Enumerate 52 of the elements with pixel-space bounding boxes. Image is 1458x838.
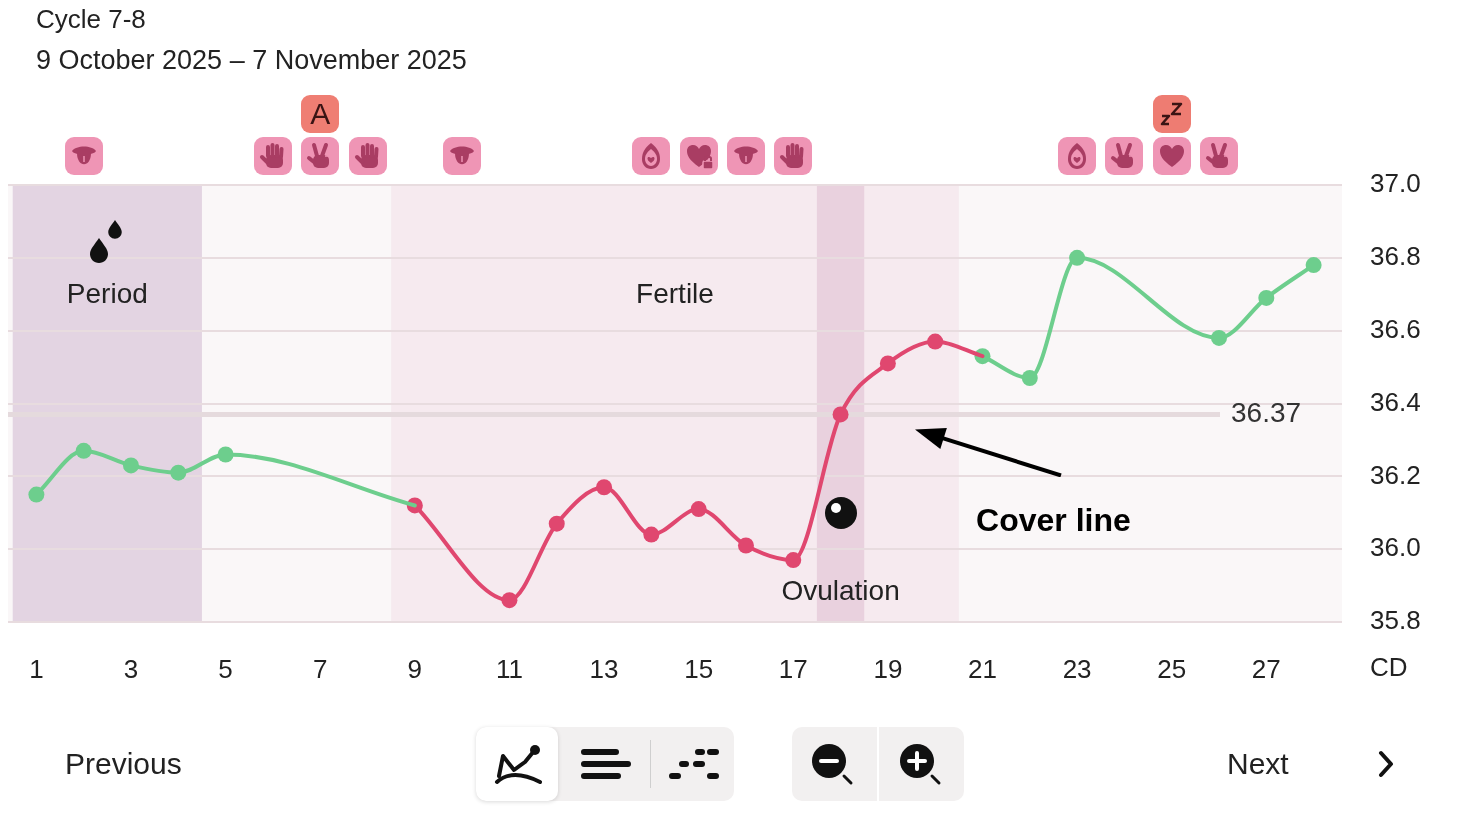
y-tick-label: 35.8 [1370, 605, 1421, 636]
point [1211, 329, 1228, 346]
point [1021, 370, 1038, 387]
x-tick-label: 3 [123, 653, 139, 684]
point [643, 526, 660, 543]
text: A [301, 95, 340, 133]
x-tick-label: 23 [1062, 653, 1092, 684]
y-tick-label: 36.0 [1370, 532, 1421, 563]
y-tick-label: 36.6 [1370, 313, 1421, 344]
point [501, 592, 518, 609]
x-tick-label: 15 [684, 653, 714, 684]
y-tick-label: 37.0 [1370, 168, 1421, 199]
point [737, 537, 754, 554]
point [785, 552, 802, 569]
text: Previous [65, 746, 182, 782]
point [217, 446, 234, 463]
point [548, 515, 565, 532]
x-tick-label: 13 [589, 653, 619, 684]
x-tick-label: 17 [778, 653, 808, 684]
x-tick-label: 19 [873, 653, 903, 684]
x-tick-label: 21 [968, 653, 997, 684]
point [879, 355, 896, 372]
x-tick-label: 7 [312, 653, 328, 684]
point [170, 464, 187, 481]
x-tick-label: 25 [1157, 653, 1187, 684]
point [75, 442, 92, 459]
point [1305, 257, 1322, 274]
band-label: Ovulation [781, 574, 900, 606]
point [690, 501, 707, 518]
y-tick-label: 36.2 [1370, 459, 1421, 490]
chart-title: Cycle 7-8 [36, 4, 146, 34]
point [122, 457, 139, 474]
band-label: Fertile [636, 277, 714, 309]
band-label: Period [66, 277, 148, 309]
point [927, 333, 944, 350]
point [596, 479, 613, 496]
x-tick-label: 9 [407, 653, 423, 684]
x-axis-title: CD [1370, 652, 1408, 683]
x-tick-label: 27 [1251, 653, 1281, 684]
point [1069, 249, 1086, 266]
point [28, 486, 45, 503]
x-tick-label: 1 [29, 653, 44, 684]
point [832, 406, 849, 423]
text: Next [1227, 746, 1289, 782]
x-tick-label: 11 [495, 653, 523, 684]
y-tick-label: 36.4 [1370, 386, 1421, 417]
y-tick-label: 36.8 [1370, 241, 1421, 272]
ref-line-label: 36.37 [1231, 397, 1302, 429]
x-tick-label: 5 [218, 653, 233, 684]
chart-subtitle: 9 October 2025 – 7 November 2025 [36, 44, 467, 76]
point [1258, 289, 1275, 306]
annotation: Cover line [976, 502, 1131, 539]
